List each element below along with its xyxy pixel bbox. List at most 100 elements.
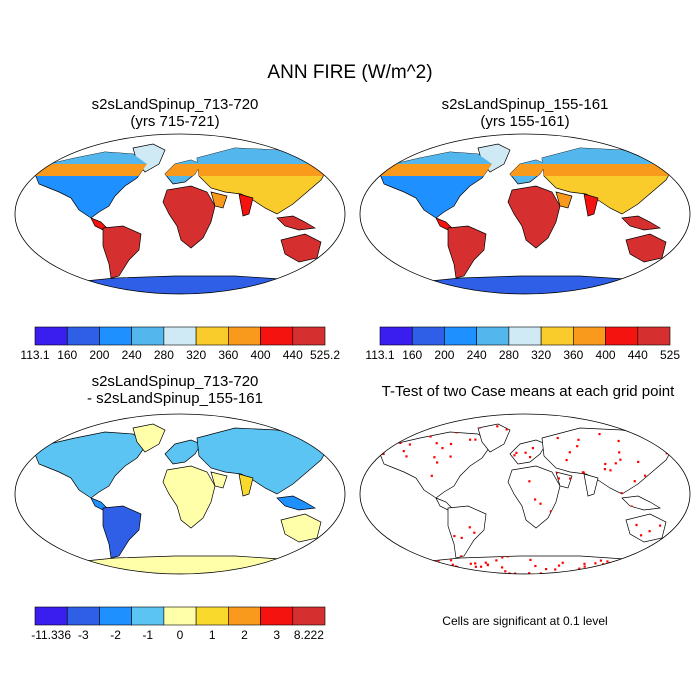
panel-title-line1: s2sLandSpinup_713-720 xyxy=(91,373,259,390)
map-panel-case1 xyxy=(14,133,346,295)
colorbar-tick-label: 440 xyxy=(283,348,303,362)
continent-southAmerica xyxy=(102,505,142,559)
colorbar-tick-label: 200 xyxy=(434,348,454,362)
colorbar-tick-label: 525 xyxy=(660,348,680,362)
continent-seAsiaIsl xyxy=(621,215,662,231)
panel-title-case2: s2sLandSpinup_155-161 (yrs 155-161) xyxy=(365,96,685,130)
colorbar-swatch xyxy=(195,606,229,626)
colorbar-swatch xyxy=(411,326,445,346)
colorbar-tick-label: 113.1 xyxy=(365,348,394,362)
colorbar-swatch xyxy=(379,326,413,346)
colorbar-tick-label: 0 xyxy=(177,628,184,642)
high-latitude-band xyxy=(35,148,329,164)
map-frame xyxy=(14,133,346,295)
colorbar-swatch xyxy=(292,326,326,346)
continent-southAmerica xyxy=(447,225,487,279)
colorbar-tick-label: 3 xyxy=(273,628,280,642)
panel-title-line2: (yrs 715-721) xyxy=(130,113,220,130)
colorbar-swatch xyxy=(444,326,477,346)
continent-southAmerica xyxy=(102,225,142,279)
colorbar-case2: 113.1 160 200 240 280 320 360 400 440 525 xyxy=(365,326,680,362)
continent-seAsiaIsl xyxy=(276,215,317,231)
colorbar-tick-label: 280 xyxy=(154,348,174,362)
significance-note: Cells are significant at 0.1 level xyxy=(442,614,608,628)
colorbar-tick-label: 280 xyxy=(499,348,519,362)
continent-northAmerica xyxy=(34,431,148,499)
continent-africa xyxy=(507,465,561,529)
colorbar-tick-label: -2 xyxy=(110,628,121,642)
panel-title-line2: - s2sLandSpinup_155-161 xyxy=(87,390,263,407)
colorbar-tick-label: 240 xyxy=(467,348,487,362)
panel-title-line2: (yrs 155-161) xyxy=(480,113,570,130)
colorbar-tick-label: 320 xyxy=(531,348,551,362)
continent-arabia xyxy=(555,471,573,489)
colorbar-swatch xyxy=(99,606,132,626)
colorbar-swatch xyxy=(163,606,197,626)
panel-title-case1: s2sLandSpinup_713-720 (yrs 715-721) xyxy=(15,96,335,130)
colorbar-swatch xyxy=(508,326,542,346)
continent-africa xyxy=(162,465,216,529)
continent-australia xyxy=(625,513,667,543)
colorbar-swatch xyxy=(573,326,606,346)
continent-africa xyxy=(162,185,216,249)
continent-australia xyxy=(625,233,667,263)
colorbar-swatch xyxy=(34,326,68,346)
colorbar-tick-label: 440 xyxy=(628,348,648,362)
colorbar-swatch xyxy=(476,326,510,346)
colorbar-tick-label: 320 xyxy=(186,348,206,362)
map-panel-ttest xyxy=(359,413,691,575)
map-frame xyxy=(359,413,691,575)
map-panel-diff xyxy=(14,413,346,575)
continent-arabia xyxy=(210,471,228,489)
colorbar-swatch xyxy=(66,326,100,346)
continent-seAsiaIsl xyxy=(276,495,317,511)
colorbar-swatch xyxy=(131,606,165,626)
colorbar-swatch xyxy=(34,606,68,626)
colorbar-tick-label: 400 xyxy=(596,348,616,362)
continent-india xyxy=(583,473,599,497)
map-frame xyxy=(359,133,691,295)
continent-arabia xyxy=(210,191,228,209)
colorbar-tick-label: 200 xyxy=(89,348,109,362)
colorbar-tick-label: 525.2 xyxy=(310,348,340,362)
continent-arabia xyxy=(555,191,573,209)
colorbar-tick-label: -1 xyxy=(142,628,153,642)
colorbar-swatch xyxy=(66,606,100,626)
continent-india xyxy=(583,193,599,217)
colorbar-swatch xyxy=(228,326,261,346)
mid-latitude-band xyxy=(35,164,329,176)
continent-greenland xyxy=(477,423,511,453)
panel-title-diff: s2sLandSpinup_713-720 - s2sLandSpinup_15… xyxy=(15,373,335,407)
colorbar-swatch xyxy=(260,326,294,346)
continent-southAmerica xyxy=(447,505,487,559)
colorbar-swatch xyxy=(605,326,639,346)
colorbar-tick-label: 8.222 xyxy=(294,628,324,642)
colorbar-tick-label: 160 xyxy=(57,348,77,362)
continent-greenland xyxy=(132,423,166,453)
continent-europe xyxy=(164,439,202,465)
colorbar-swatch xyxy=(163,326,197,346)
colorbar-tick-label: 240 xyxy=(122,348,142,362)
colorbar-tick-label: 360 xyxy=(563,348,583,362)
continent-seAsiaIsl xyxy=(621,495,662,511)
colorbar-swatch xyxy=(131,326,165,346)
panel-title-line1: s2sLandSpinup_155-161 xyxy=(441,96,609,113)
colorbar-swatch xyxy=(637,326,671,346)
high-latitude-band xyxy=(380,148,674,164)
map-panel-case2 xyxy=(359,133,691,295)
colorbar-case1: 113.1 160 200 240 280 320 360 400 440 525.2 xyxy=(20,326,340,362)
colorbar-diff: -11.336 -3 -2 -1 0 1 2 3 8.222 xyxy=(31,606,326,642)
panel-title-line1: s2sLandSpinup_713-720 xyxy=(91,96,259,113)
colorbar-swatch xyxy=(292,606,326,626)
continent-northAmerica xyxy=(379,431,493,499)
colorbar-swatch xyxy=(195,326,229,346)
colorbar-tick-label: 2 xyxy=(241,628,248,642)
colorbar-swatch xyxy=(99,326,132,346)
colorbar-tick-label: 160 xyxy=(402,348,422,362)
colorbar-swatch xyxy=(540,326,574,346)
continent-africa xyxy=(507,185,561,249)
figure-title: ANN FIRE (W/m^2) xyxy=(267,62,433,83)
colorbar-tick-label: 360 xyxy=(218,348,238,362)
continent-australia xyxy=(280,233,322,263)
